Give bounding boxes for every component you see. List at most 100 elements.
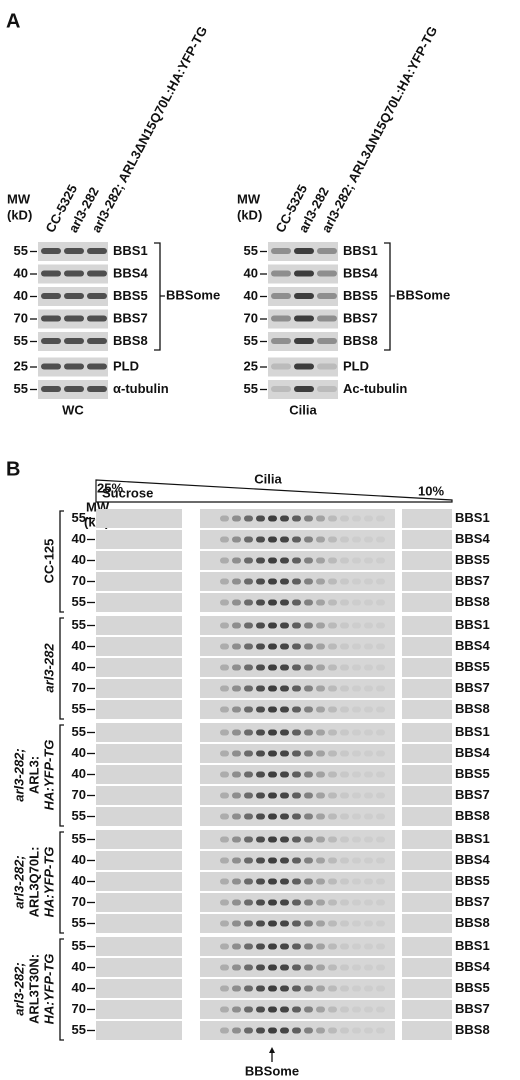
band — [64, 270, 84, 277]
band — [292, 729, 301, 736]
band — [328, 964, 337, 971]
band — [232, 836, 241, 843]
mw-label: 55 — [72, 594, 86, 609]
band — [220, 1006, 229, 1013]
protein-label: BBS7 — [455, 680, 490, 695]
band — [244, 622, 253, 629]
band — [220, 899, 229, 906]
band — [294, 293, 314, 299]
band — [304, 1027, 313, 1034]
band — [244, 599, 253, 606]
mw-label: 40 — [14, 265, 28, 280]
band — [328, 664, 337, 671]
mw-label: 40 — [72, 659, 86, 674]
bracket — [384, 242, 395, 351]
band — [220, 643, 229, 650]
band — [280, 643, 289, 650]
band — [376, 836, 385, 843]
band — [292, 920, 301, 927]
band — [220, 557, 229, 564]
band — [244, 943, 253, 950]
band — [268, 857, 277, 864]
band — [220, 1027, 229, 1034]
band — [340, 878, 349, 885]
band — [220, 515, 229, 522]
band — [340, 857, 349, 864]
band — [280, 599, 289, 606]
blot-strip — [96, 1000, 182, 1019]
band — [304, 536, 313, 543]
band — [316, 515, 325, 522]
band — [232, 643, 241, 650]
marker-label: BBSome — [245, 1063, 299, 1078]
band — [87, 293, 107, 299]
band — [256, 943, 265, 950]
band — [340, 985, 349, 992]
band — [316, 536, 325, 543]
band — [328, 536, 337, 543]
protein-label: BBS7 — [455, 573, 490, 588]
protein-label: BBS7 — [455, 894, 490, 909]
band — [41, 248, 61, 254]
band — [364, 599, 373, 606]
band — [280, 750, 289, 757]
band — [268, 643, 277, 650]
protein-label: BBS5 — [455, 659, 490, 674]
band — [304, 813, 313, 820]
band — [364, 899, 373, 906]
band — [328, 878, 337, 885]
band — [376, 750, 385, 757]
band — [292, 943, 301, 950]
protein-label: BBS1 — [343, 243, 378, 258]
band — [256, 878, 265, 885]
protein-label: BBS5 — [455, 980, 490, 995]
gradient-label: Sucrose — [102, 485, 153, 500]
band — [280, 899, 289, 906]
strain-label: HA:YFP-TG — [41, 954, 56, 1025]
band — [280, 985, 289, 992]
protein-label: BBS1 — [113, 243, 148, 258]
band — [316, 836, 325, 843]
protein-label: Ac-tubulin — [343, 381, 407, 396]
strain-label: ARL3Q70L: — [26, 847, 41, 918]
band — [268, 729, 277, 736]
band — [220, 792, 229, 799]
band — [220, 836, 229, 843]
mw-label: 40 — [72, 745, 86, 760]
band — [328, 899, 337, 906]
protein-label: BBS1 — [455, 617, 490, 632]
band — [340, 664, 349, 671]
band — [364, 643, 373, 650]
band — [340, 643, 349, 650]
band — [376, 943, 385, 950]
band — [328, 515, 337, 522]
band — [87, 248, 107, 254]
blot-strip — [402, 937, 452, 956]
band — [328, 750, 337, 757]
mw-label: 40 — [72, 852, 86, 867]
blot-strip — [402, 914, 452, 933]
mw-header: MW — [7, 191, 31, 206]
mw-label: 70 — [72, 680, 86, 695]
band — [352, 943, 361, 950]
band — [317, 315, 337, 322]
band — [220, 878, 229, 885]
band — [232, 1006, 241, 1013]
band — [220, 943, 229, 950]
blot-strip — [402, 744, 452, 763]
mw-label: 40 — [72, 873, 86, 888]
band — [352, 622, 361, 629]
strain-label: arl3-282; — [11, 748, 26, 801]
band — [280, 836, 289, 843]
protein-label: BBS8 — [455, 701, 490, 716]
band — [268, 985, 277, 992]
protein-label: BBS7 — [455, 787, 490, 802]
band — [316, 792, 325, 799]
band — [232, 899, 241, 906]
band — [316, 857, 325, 864]
band — [376, 599, 385, 606]
band — [316, 578, 325, 585]
blot-strip — [96, 637, 182, 656]
band — [316, 706, 325, 713]
band — [220, 920, 229, 927]
